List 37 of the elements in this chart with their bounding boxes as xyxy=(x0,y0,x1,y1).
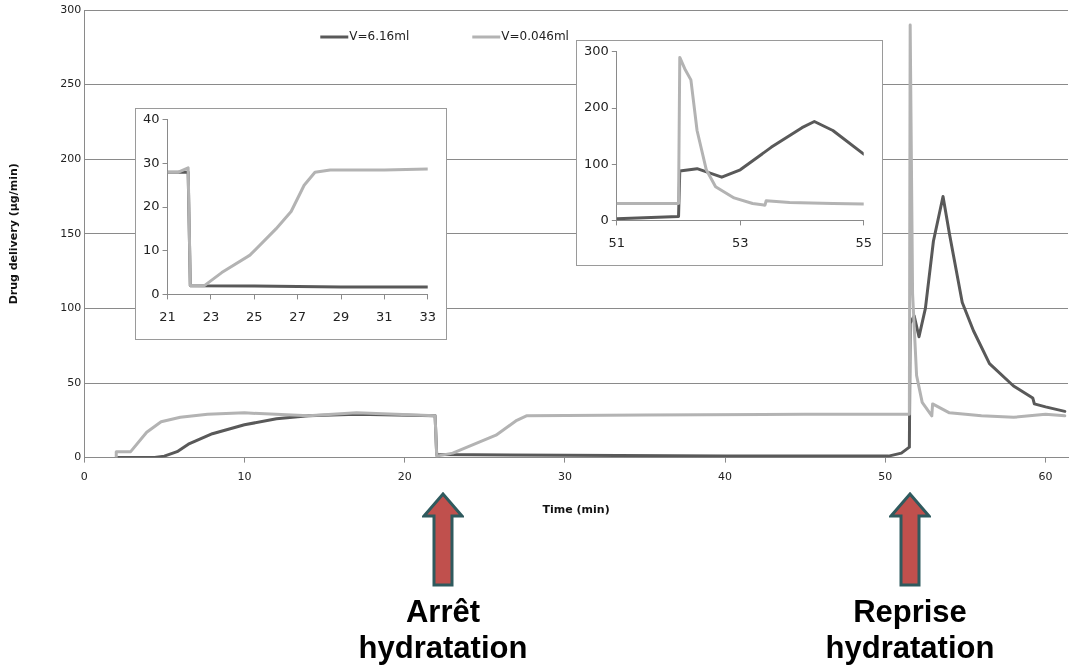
text: Reprise hydratation xyxy=(825,593,995,666)
x-tick-label: 25 xyxy=(246,308,263,324)
y-tick-label: 250 xyxy=(60,77,82,91)
x-tick-label: 50 xyxy=(878,470,893,484)
y-tick-label: 40 xyxy=(143,111,160,127)
y-axis-title: Drug delivery (µg/min) xyxy=(7,163,21,305)
x-axis-title: Time (min) xyxy=(542,503,610,517)
legend-label: V=6.16ml xyxy=(349,29,410,44)
y-tick-label: 150 xyxy=(60,226,82,240)
text: Arrêt hydratation xyxy=(358,593,528,666)
y-tick-label: 0 xyxy=(151,285,160,301)
y-tick-label: 200 xyxy=(60,152,82,166)
y-tick-label: 300 xyxy=(60,2,82,16)
y-tick-label: 100 xyxy=(583,155,609,171)
x-tick-label: 20 xyxy=(397,470,412,484)
y-tick-label: 30 xyxy=(143,154,160,170)
x-tick-label: 31 xyxy=(376,308,393,324)
y-tick-label: 200 xyxy=(583,99,609,115)
x-tick-label: 33 xyxy=(419,308,436,324)
y-tick-label: 0 xyxy=(600,211,609,227)
x-tick-label: 60 xyxy=(1038,470,1053,484)
x-tick-label: 40 xyxy=(718,470,733,484)
x-tick-label: 10 xyxy=(237,470,252,484)
x-tick-label: 53 xyxy=(732,234,749,250)
y-tick-label: 20 xyxy=(143,198,160,214)
y-tick-label: 50 xyxy=(67,375,82,389)
x-tick-label: 21 xyxy=(159,308,176,324)
y-tick-label: 300 xyxy=(583,43,609,59)
x-tick-label: 29 xyxy=(332,308,350,324)
x-tick-label: 55 xyxy=(855,234,872,250)
x-tick-label: 27 xyxy=(289,308,306,324)
legend-label: V=0.046ml xyxy=(501,29,569,44)
y-tick-label: 0 xyxy=(74,450,82,464)
x-tick-label: 23 xyxy=(202,308,220,324)
y-tick-label: 100 xyxy=(60,301,82,315)
x-tick-label: 30 xyxy=(557,470,572,484)
x-tick-label: 51 xyxy=(608,234,626,250)
